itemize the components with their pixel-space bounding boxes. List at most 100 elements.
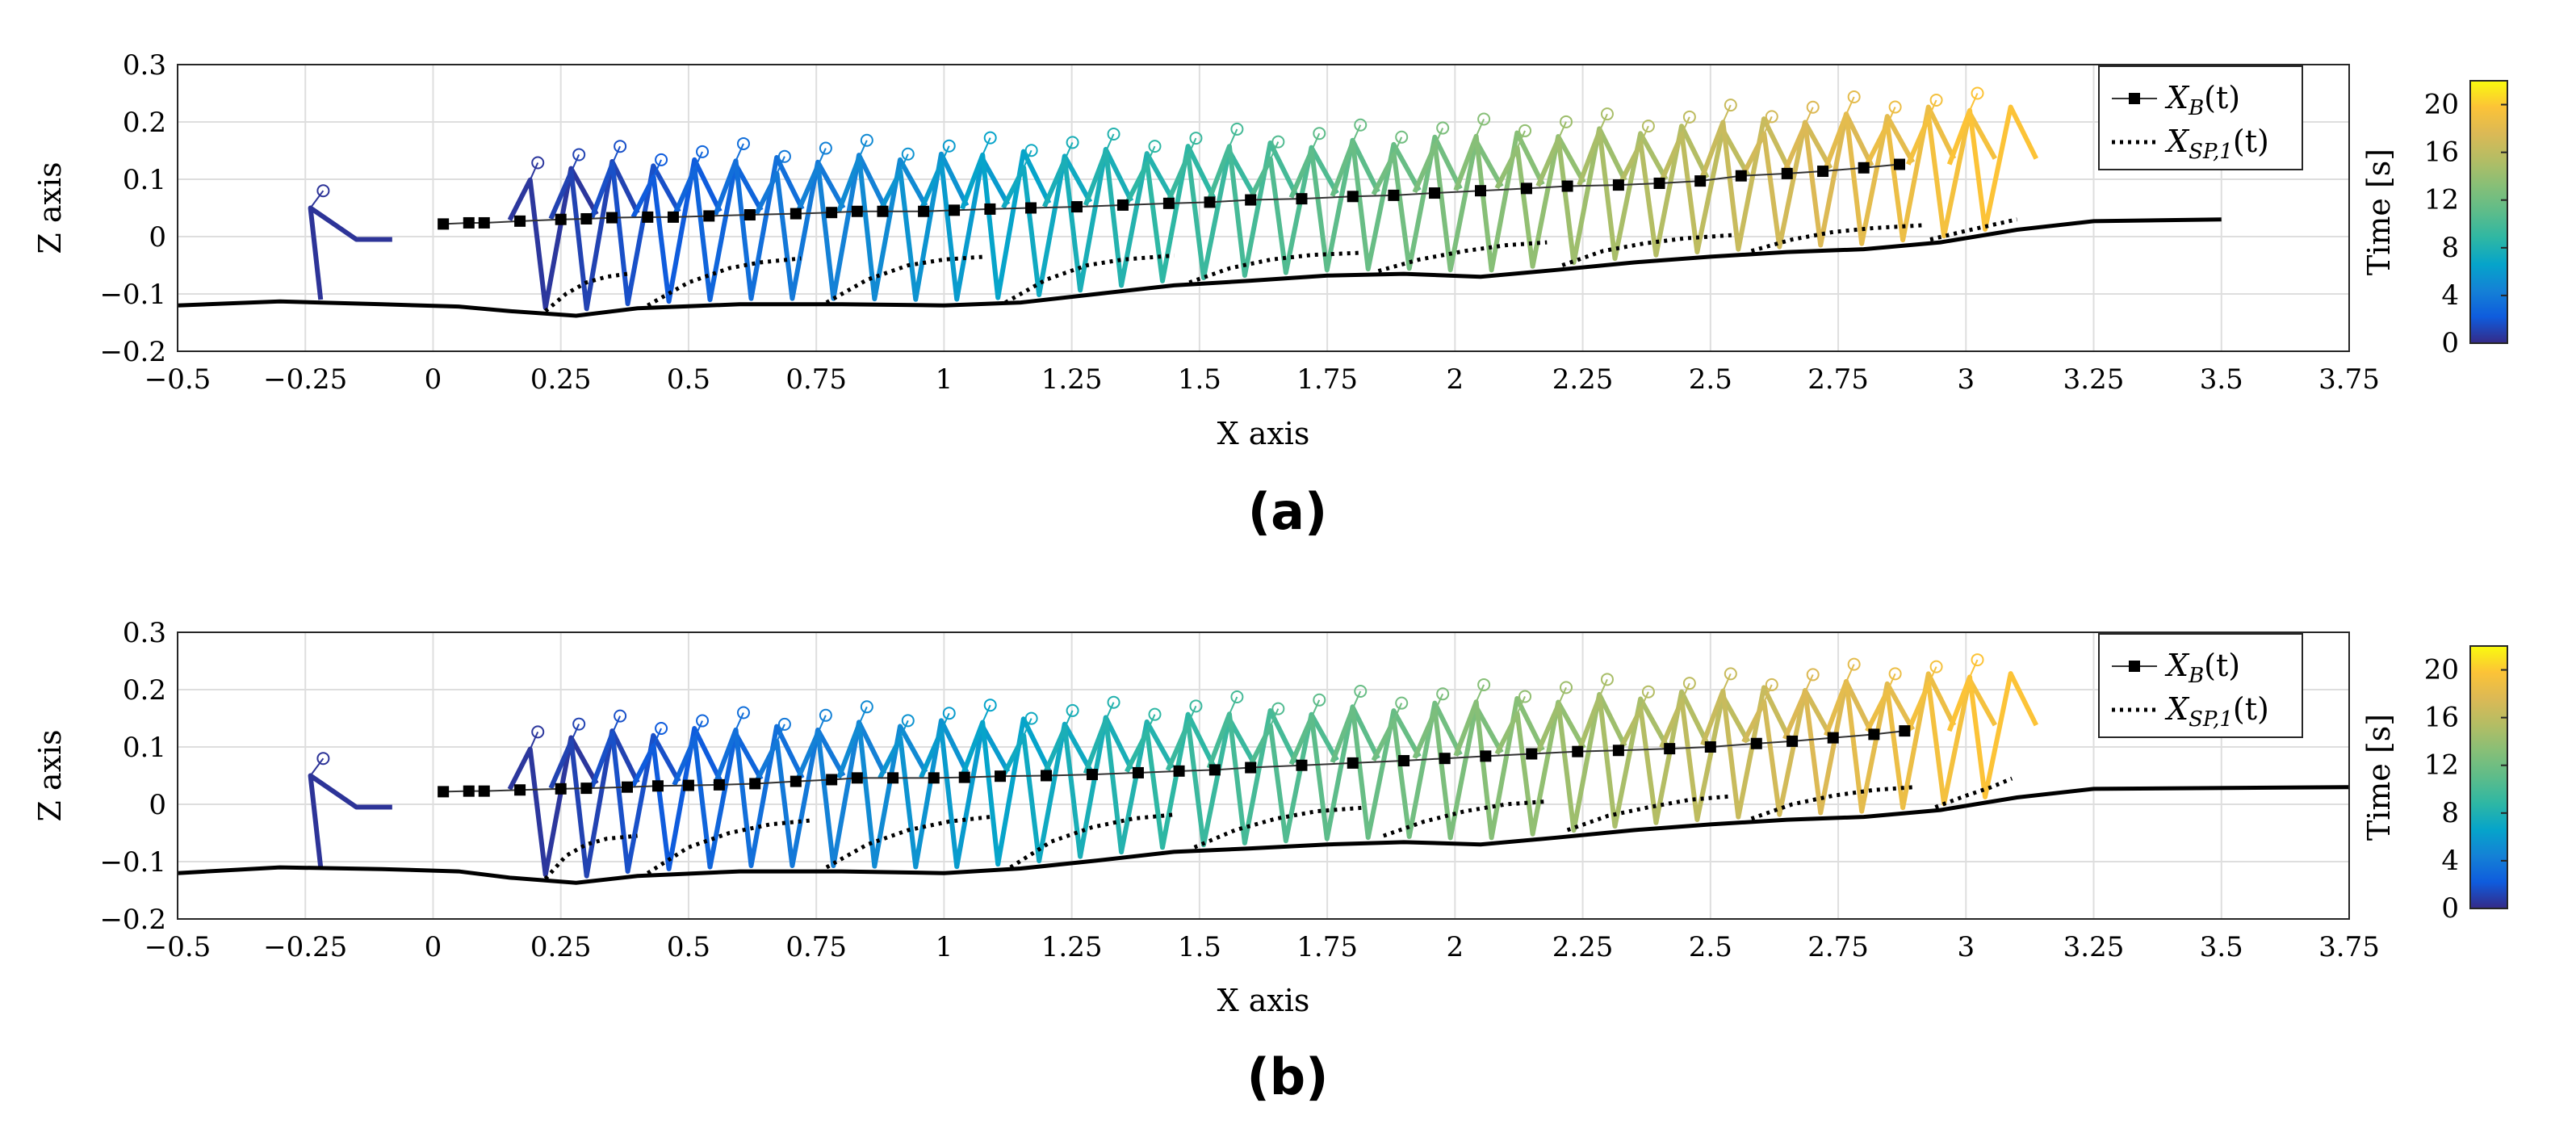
robot-joint-marker [1971,653,1984,667]
robot-joint-marker [1354,684,1368,698]
robot-antenna [611,715,622,734]
xb-data-point [1868,728,1880,741]
robot-joint-marker [1066,136,1079,149]
robot-antenna [1887,673,1896,692]
robot-antenna [1393,136,1403,155]
robot-leg-configuration [1330,140,1422,272]
xb-data-point [621,781,633,793]
robot-leg-configuration [1083,149,1175,288]
robot-joint-marker [1682,677,1696,690]
robot-joint-marker [819,141,832,155]
robot-leg-configuration [1700,685,1792,820]
x-tick-label: 2.5 [1689,931,1732,963]
panel-label: (a) [1248,482,1328,541]
legend-label-subscript: SP,1 [2189,707,2233,732]
robot-antenna [1351,124,1362,143]
robot-leg-configuration [1001,721,1093,864]
robot-antenna [1228,128,1238,147]
x-tick-label: 1.5 [1178,363,1221,396]
robot-antenna [1064,141,1074,161]
x-axis-label: X axis [1217,416,1310,451]
xb-data-point [580,212,593,224]
x-tick-label: 0.5 [667,931,710,963]
xb-data-point [749,778,761,790]
x-tick-label: 2 [1447,931,1464,963]
robot-antenna [1928,666,1937,685]
xb-data-point [958,771,970,783]
terrain-line [177,217,2222,318]
robot-leg-configuration [589,161,681,307]
robot-leg-configuration [713,154,805,301]
robot-joint-marker [1929,660,1943,673]
xb-data-point [1750,737,1762,749]
robot-leg-configuration [1618,124,1710,258]
robot-leg-configuration [754,727,846,868]
x-tick-label: 1.25 [1041,931,1103,963]
colorbar: 0 4 8 12 16 20 Time [s] [2361,80,2508,359]
robot-joint-marker [1395,130,1409,144]
xsp1-trajectory-segment [1009,812,1175,870]
x-tick-label: 2.75 [1807,931,1869,963]
legend-label-main: X [2164,80,2190,115]
robot-antenna [1928,99,1937,118]
robot-antenna [1023,718,1032,736]
xb-data-point [1208,764,1221,776]
robot-antenna [1969,93,1979,111]
x-tick-label: 2.5 [1689,363,1732,396]
robot-antenna [1475,684,1485,703]
xsp1-trajectory-segment [825,815,991,870]
legend-label: XSP,1(t) [2164,124,2269,164]
robot-leg-configuration [672,731,764,870]
robot-antenna [1393,703,1403,721]
robot-antenna [570,154,580,173]
robot-leg-configuration [1946,104,2039,232]
xb-data-point [713,778,725,791]
robot-antenna [1722,673,1732,692]
robot-antenna [776,724,785,742]
robot-joint-marker [736,706,750,720]
chart-panel-b: −0.5 −0.25 0 0.25 0.5 0.75 1 1.25 1.5 1.75 2 2.25 2.… [32,617,2508,1106]
robot-joint-marker [696,145,710,158]
xb-data-point [1245,194,1257,206]
y-tick-label: 0.2 [123,107,166,139]
robot-leg-configuration [1453,695,1545,841]
xsp1-trajectory-segment [825,254,986,304]
xb-data-point [790,775,802,787]
robot-joint-marker [736,136,750,150]
xb-data-point [826,774,838,786]
robot-antenna [1845,664,1855,682]
robot-leg-configuration [507,166,599,311]
y-tick-label: 0 [149,221,166,254]
x-tick-label: 3 [1957,363,1975,396]
xb-data-point [438,786,450,798]
robot-antenna [1146,145,1156,164]
robot-antenna [1105,133,1115,152]
xb-data-point [995,770,1007,782]
robot-antenna [899,720,909,739]
x-tick-label: 2.25 [1552,363,1614,396]
x-tick-label: −0.5 [145,931,212,963]
xb-data-point [1429,187,1441,199]
robot-leg-configuration [878,151,970,302]
robot-leg-configuration [1659,693,1751,822]
xb-data-point [1439,753,1451,765]
robot-joint-marker [1024,144,1038,157]
robot-joint-marker [1230,690,1244,703]
grid [177,64,2350,352]
robot-joint-marker [1313,127,1326,141]
xb-data-point [1173,765,1185,777]
legend-marker-xb [2129,661,2140,672]
robot-joint-marker [1600,107,1614,121]
xb-data-point [667,211,679,223]
xb-data-point [514,215,526,227]
y-axis-label: Z axis [32,729,68,821]
plot-area-frame [177,631,2350,920]
xb-data-point [1296,193,1308,205]
y-tick-label: −0.2 [99,336,166,368]
xsp1-trajectory-segment [1934,776,2013,809]
robot-antenna [693,151,703,170]
colorbar-tick-label: 16 [2424,702,2459,734]
robot-joint-marker [572,717,586,731]
robot-antenna [1763,115,1773,135]
robot-leg-configuration [1247,711,1339,844]
